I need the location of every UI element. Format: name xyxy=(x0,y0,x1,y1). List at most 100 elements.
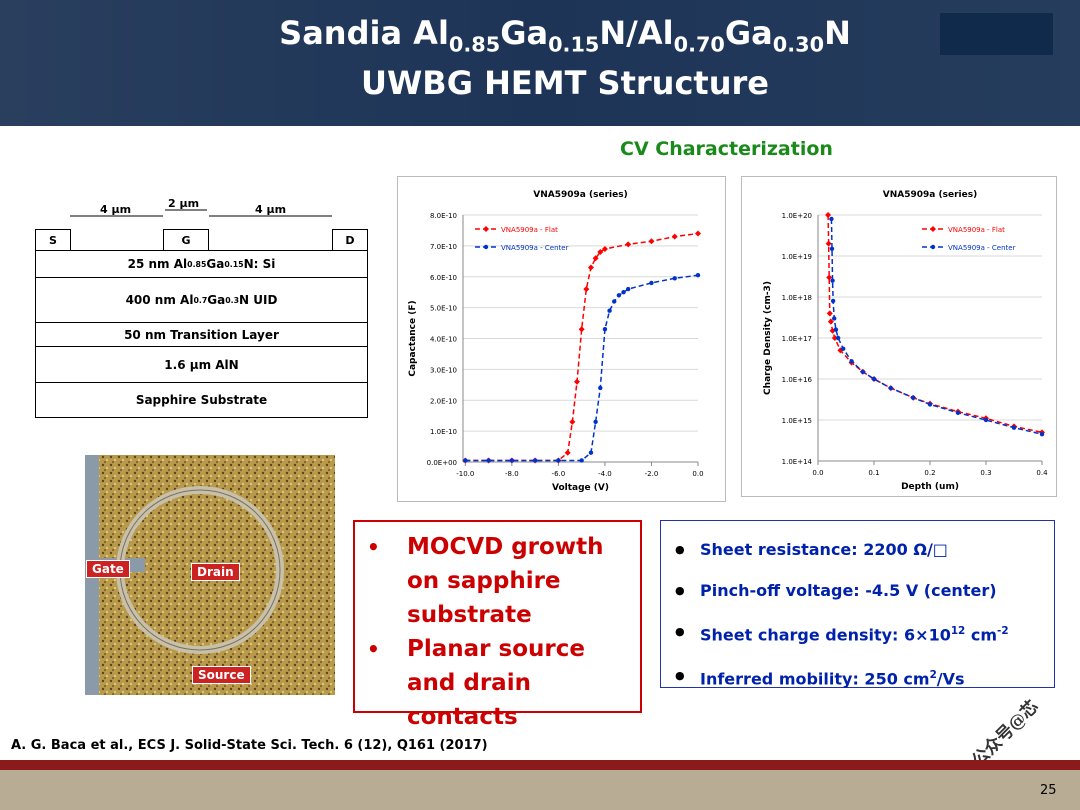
marker xyxy=(826,274,833,281)
y-tick-label: 1.0E+19 xyxy=(782,253,812,261)
text-run: Inferred mobility: 250 cm xyxy=(700,669,930,689)
marker xyxy=(835,335,841,341)
marker xyxy=(825,212,832,218)
marker xyxy=(871,376,877,382)
contact: D xyxy=(332,229,368,251)
layer: 50 nm Transition Layer xyxy=(35,322,368,347)
text-run: Sapphire Substrate xyxy=(135,393,268,407)
text-run: Ga xyxy=(500,14,549,52)
x-tick-label: 0.2 xyxy=(924,469,935,477)
text-run: 2 xyxy=(929,669,937,682)
layer: Sapphire Substrate xyxy=(35,382,368,418)
line xyxy=(465,274,699,462)
text-run: Ga xyxy=(724,14,773,52)
layer: 400 nm Al 0.7 Ga 0.3 N UID xyxy=(35,277,368,323)
x-tick-label: 0.3 xyxy=(980,469,991,477)
marker xyxy=(597,249,604,256)
x-tick-label: -10.0 xyxy=(456,470,474,478)
text-run: Sheet resistance: 2200 Ω/□ xyxy=(700,540,948,559)
marker xyxy=(616,293,622,298)
line xyxy=(830,218,1043,435)
y-tick-label: 1.0E-10 xyxy=(430,428,457,436)
marker xyxy=(602,327,608,332)
legend-label: VNA5909a - Center xyxy=(501,244,569,252)
bullet: Sheet resistance: 2200 Ω/□ xyxy=(675,529,1048,570)
marker xyxy=(671,233,678,240)
y-tick-label: 0.0E+00 xyxy=(427,459,457,467)
y-tick-label: 1.0E+20 xyxy=(782,212,812,220)
dim: 4 µm xyxy=(255,203,287,216)
title-line2: UWBG HEMT Structure xyxy=(361,64,769,102)
legend-label: VNA5909a - Flat xyxy=(948,226,1005,234)
text-run: N/Al xyxy=(599,14,674,52)
text-run: N xyxy=(824,14,851,52)
photo-label: Drain xyxy=(191,563,240,581)
marker xyxy=(888,385,893,391)
text-run: -2 xyxy=(997,625,1009,637)
header: Sandia Al0.85Ga0.15N/Al0.70Ga0.30N UWBG … xyxy=(0,0,1080,126)
marker xyxy=(911,395,916,400)
text-run: N UID xyxy=(239,293,278,307)
y-tick-label: 4.0E-10 xyxy=(430,336,457,344)
contact: G xyxy=(163,229,209,251)
chart-title: VNA5909a (series) xyxy=(883,190,977,200)
y-tick-label: 1.0E+15 xyxy=(782,417,812,425)
marker xyxy=(486,458,491,463)
text-run: 1.6 µm AlN xyxy=(164,357,239,372)
text-run: 0.7 xyxy=(193,295,208,305)
contact: S xyxy=(35,229,71,251)
marker xyxy=(837,347,844,354)
legend-marker xyxy=(930,244,936,250)
legend-marker xyxy=(483,244,489,250)
bullet: Pinch-off voltage: -4.5 V (center) xyxy=(675,570,1048,611)
logo-box xyxy=(940,13,1053,55)
text-run: 0.85 xyxy=(448,32,501,57)
marker xyxy=(569,418,576,425)
footer xyxy=(0,770,1080,810)
line xyxy=(465,232,699,462)
marker xyxy=(830,298,836,304)
text-run: 50 nm Transition Layer xyxy=(124,327,279,342)
y-tick-label: 3.0E-10 xyxy=(430,366,457,374)
text-run: 0.85 xyxy=(187,259,207,269)
bullet: Planar source and drain contacts xyxy=(367,632,630,734)
marker xyxy=(625,241,632,248)
text-run: Ga xyxy=(206,257,225,271)
marker xyxy=(578,326,585,333)
marker xyxy=(588,450,594,455)
text-run: 0.30 xyxy=(772,32,825,57)
layer: 25 nm Al 0.85 Ga 0.15 N: Si xyxy=(35,250,368,278)
marker xyxy=(983,417,989,423)
marker xyxy=(587,264,594,271)
bullet: Inferred mobility: 250 cm2/Vs xyxy=(675,655,1048,699)
x-tick-label: 0.4 xyxy=(1036,469,1048,477)
red-box: MOCVD growth on sapphire substrate Plana… xyxy=(353,520,642,730)
y-tick-label: 5.0E-10 xyxy=(430,305,457,313)
marker xyxy=(579,458,584,463)
dim: 2 µm xyxy=(168,197,200,210)
text-run: 0.70 xyxy=(673,32,725,57)
marker xyxy=(601,245,608,252)
marker xyxy=(830,278,835,283)
cv-chart: 0.0E+00 1.0E-10 2.0E-10 3.0E-10 4.0E-10 5.0E-… xyxy=(397,176,726,502)
marker xyxy=(695,273,701,278)
legend-marker xyxy=(483,226,489,232)
marker xyxy=(463,458,468,463)
y-tick-label: 6.0E-10 xyxy=(430,274,457,282)
text-run: 0.15 xyxy=(224,259,244,269)
text-run: 0.3 xyxy=(225,295,240,305)
y-tick-label: 8.0E-10 xyxy=(430,212,457,220)
marker xyxy=(832,316,837,321)
marker xyxy=(672,276,677,281)
layer: 1.6 µm AlN xyxy=(35,346,368,383)
text-run: 0.15 xyxy=(548,32,600,57)
x-axis-label: Depth (um) xyxy=(901,482,959,492)
x-tick-label: 0.1 xyxy=(868,469,879,477)
marker xyxy=(927,402,933,407)
text-run: N: Si xyxy=(243,257,276,271)
marker xyxy=(621,289,626,295)
marker xyxy=(1039,432,1045,437)
section-title: CV Characterization xyxy=(620,138,833,160)
dim: 4 µm xyxy=(100,203,132,216)
photo-label: Source xyxy=(192,666,251,684)
